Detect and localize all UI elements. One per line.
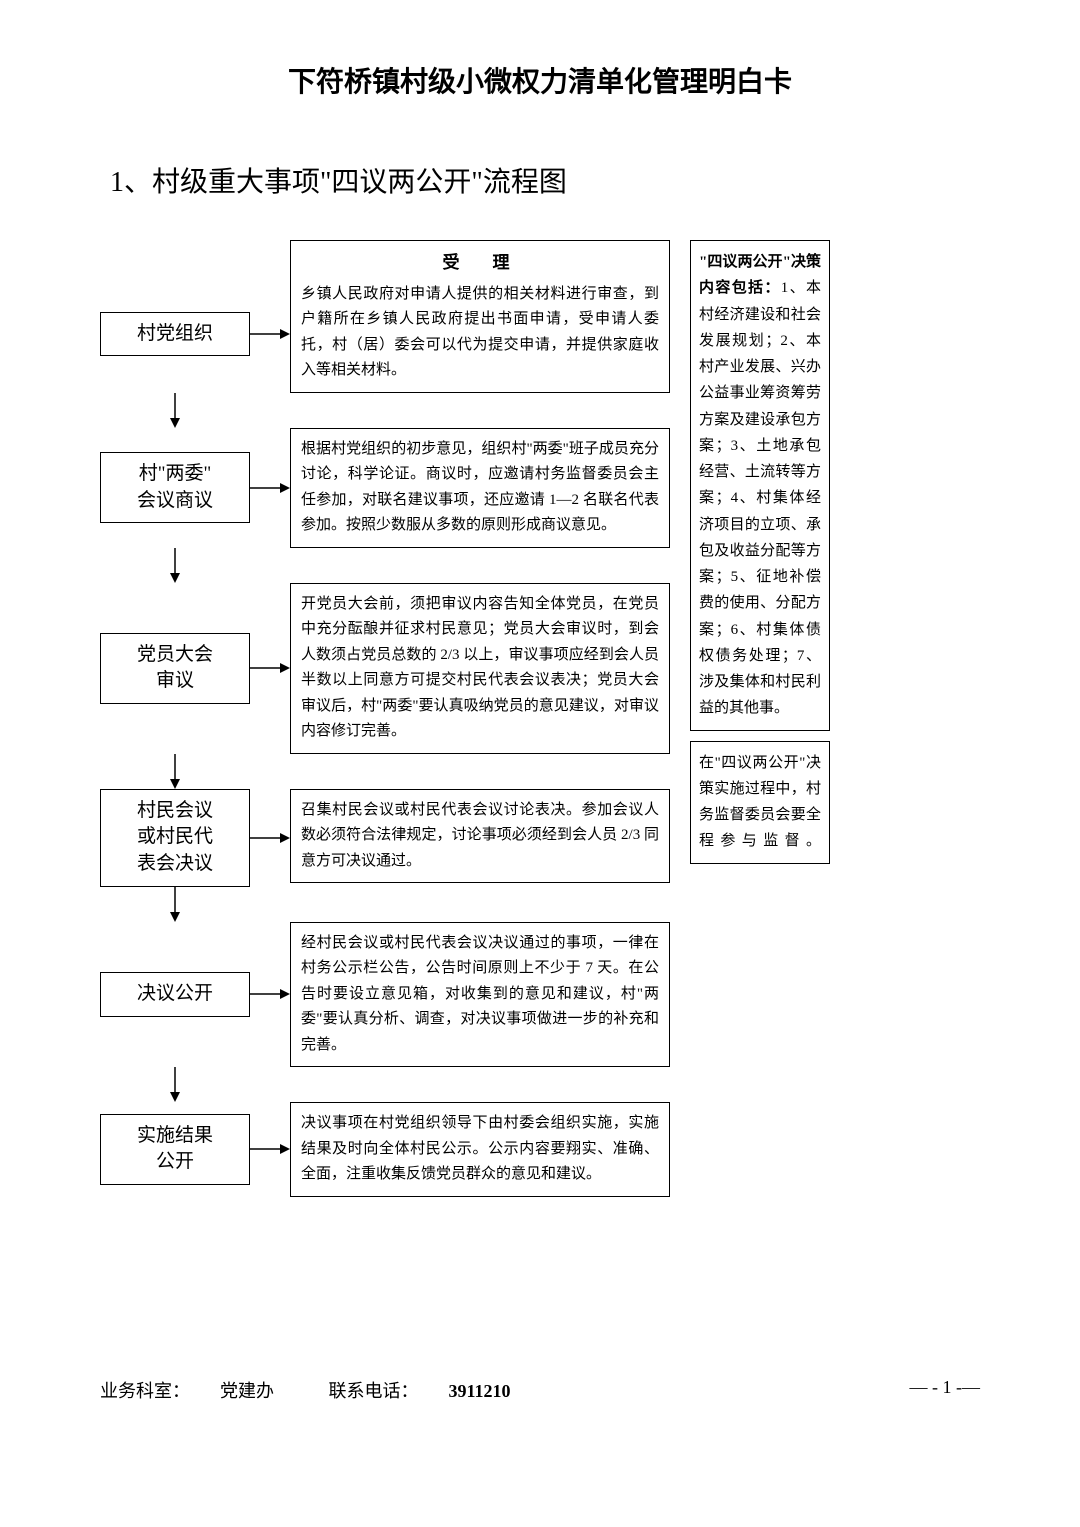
footer-dept-label: 业务科室： — [100, 1381, 190, 1401]
footer: 业务科室： 党建办 联系电话： 3911210 — - 1 -— — [100, 1377, 980, 1403]
arrow-down-icon — [165, 548, 185, 583]
sidebar-box-2: 在"四议两公开"决策实施过程中，村务监督委员会要全程参与监督。 — [690, 741, 830, 864]
step-label-4: 村民会议 或村民代 表会决议 — [137, 800, 213, 874]
step-box-1: 村党组织 — [100, 312, 250, 357]
desc-box-5: 经村民会议或村民代表会议决议通过的事项，一律在村务公示栏公告，公告时间原则上不少… — [290, 922, 670, 1068]
step-box-2: 村"两委" 会议商议 — [100, 452, 250, 523]
flow-row-6: 实施结果 公开 决议事项在村党组织领导下由村委会组织实施，实施结果及时向全体村民… — [100, 1102, 670, 1197]
desc-text-5: 经村民会议或村民代表会议决议通过的事项，一律在村务公示栏公告，公告时间原则上不少… — [301, 935, 659, 1053]
step-label-6: 实施结果 公开 — [137, 1125, 213, 1173]
desc-title-1: 受 理 — [301, 249, 659, 278]
arrow-right-icon — [250, 658, 290, 678]
arrow-right-icon — [250, 828, 290, 848]
footer-tel-label: 联系电话： — [329, 1381, 419, 1401]
sidebar-box-1: "四议两公开"决策内容包括：1、本村经济建设和社会发展规划；2、本村产业发展、兴… — [690, 240, 830, 731]
content-row: 村党组织 受 理 乡镇人民政府对申请人提供的相关材料进行审查，到户籍所在乡镇人民… — [100, 240, 980, 1197]
arrow-right-icon — [250, 984, 290, 1004]
desc-text-4: 召集村民会议或村民代表会议讨论表决。参加会议人数必须符合法律规定，讨论事项必须经… — [301, 802, 659, 869]
main-flow-area: 村党组织 受 理 乡镇人民政府对申请人提供的相关材料进行审查，到户籍所在乡镇人民… — [100, 240, 670, 1197]
step-box-6: 实施结果 公开 — [100, 1114, 250, 1185]
sidebar-text-2: 在"四议两公开"决策实施过程中，村务监督委员会要全程参与监督。 — [699, 755, 821, 850]
desc-text-1: 乡镇人民政府对申请人提供的相关材料进行审查，到户籍所在乡镇人民政府提出书面申请，… — [301, 282, 659, 384]
desc-box-3: 开党员大会前，须把审议内容告知全体党员，在党员中充分酝酿并征求村民意见；党员大会… — [290, 583, 670, 754]
arrow-down-icon — [165, 754, 185, 789]
flow-row-5: 决议公开 经村民会议或村民代表会议决议通过的事项，一律在村务公示栏公告，公告时间… — [100, 922, 670, 1068]
footer-dept: 党建办 — [220, 1381, 274, 1401]
step-label-3: 党员大会 审议 — [137, 644, 213, 692]
flow-row-4: 村民会议 或村民代 表会决议 召集村民会议或村民代表会议讨论表决。参加会议人数必… — [100, 789, 670, 887]
sidebar-text-1: 1、本村经济建设和社会发展规划；2、本村产业发展、兴办公益事业筹资筹劳方案及建设… — [699, 280, 821, 716]
desc-box-6: 决议事项在村党组织领导下由村委会组织实施，实施结果及时向全体村民公示。公示内容要… — [290, 1102, 670, 1197]
footer-tel: 3911210 — [449, 1381, 511, 1401]
flow-row-1: 村党组织 受 理 乡镇人民政府对申请人提供的相关材料进行审查，到户籍所在乡镇人民… — [100, 240, 670, 393]
desc-box-2: 根据村党组织的初步意见，组织村"两委"班子成员充分讨论，科学论证。商议时，应邀请… — [290, 428, 670, 548]
main-title: 下符桥镇村级小微权力清单化管理明白卡 — [100, 60, 980, 100]
desc-box-1: 受 理 乡镇人民政府对申请人提供的相关材料进行审查，到户籍所在乡镇人民政府提出书… — [290, 240, 670, 393]
desc-text-6: 决议事项在村党组织领导下由村委会组织实施，实施结果及时向全体村民公示。公示内容要… — [301, 1115, 659, 1182]
page-number: — - 1 -— — [910, 1377, 981, 1403]
flow-row-3: 党员大会 审议 开党员大会前，须把审议内容告知全体党员，在党员中充分酝酿并征求村… — [100, 583, 670, 754]
arrow-down-icon — [165, 887, 185, 922]
step-label-5: 决议公开 — [137, 983, 213, 1004]
sub-title: 1、村级重大事项"四议两公开"流程图 — [110, 160, 980, 200]
footer-left: 业务科室： 党建办 联系电话： 3911210 — [100, 1377, 511, 1403]
step-label-1: 村党组织 — [137, 323, 213, 344]
step-box-3: 党员大会 审议 — [100, 633, 250, 704]
step-box-5: 决议公开 — [100, 972, 250, 1017]
arrow-right-icon — [250, 478, 290, 498]
desc-box-4: 召集村民会议或村民代表会议讨论表决。参加会议人数必须符合法律规定，讨论事项必须经… — [290, 789, 670, 884]
desc-text-3: 开党员大会前，须把审议内容告知全体党员，在党员中充分酝酿并征求村民意见；党员大会… — [301, 596, 659, 740]
arrow-right-icon — [250, 1139, 290, 1159]
step-box-4: 村民会议 或村民代 表会决议 — [100, 789, 250, 887]
arrow-down-icon — [165, 393, 185, 428]
sidebar: "四议两公开"决策内容包括：1、本村经济建设和社会发展规划；2、本村产业发展、兴… — [690, 240, 830, 864]
flow-row-2: 村"两委" 会议商议 根据村党组织的初步意见，组织村"两委"班子成员充分讨论，科… — [100, 428, 670, 548]
step-label-2: 村"两委" 会议商议 — [137, 463, 213, 511]
arrow-down-icon — [165, 1067, 185, 1102]
desc-text-2: 根据村党组织的初步意见，组织村"两委"班子成员充分讨论，科学论证。商议时，应邀请… — [301, 441, 659, 534]
arrow-right-icon — [250, 324, 290, 344]
